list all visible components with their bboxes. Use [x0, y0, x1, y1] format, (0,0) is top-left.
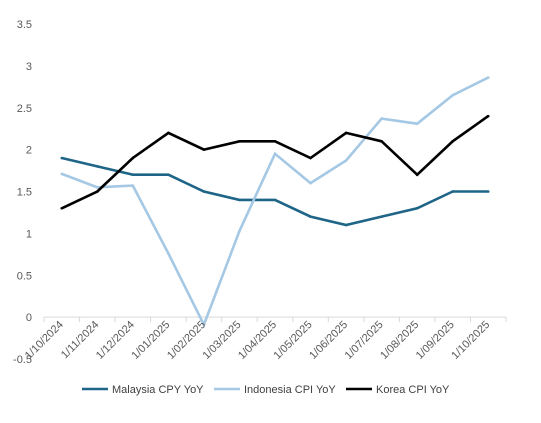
x-tick-label: 1/10/2025: [449, 319, 492, 362]
data-point: [60, 206, 64, 210]
data-point: [238, 139, 241, 143]
series-1: [60, 156, 490, 227]
series-line: [61, 115, 489, 210]
y-tick-label: 1: [26, 228, 32, 240]
data-point: [344, 223, 348, 227]
y-tick-label: 2: [26, 145, 32, 157]
y-axis: -0.5 0 0.5 1 1.5 2 2.5 3 3.5: [13, 19, 32, 366]
data-point: [486, 190, 490, 193]
data-point: [131, 156, 135, 160]
data-point: [344, 131, 348, 135]
data-point: [415, 122, 419, 125]
data-point: [309, 215, 312, 218]
data-point: [96, 190, 99, 193]
data-point: [486, 76, 490, 79]
y-tick-label: 1.5: [17, 187, 32, 199]
data-point: [273, 139, 277, 143]
data-point: [309, 181, 312, 185]
y-tick-label: 0: [26, 312, 32, 324]
y-tick-label: 2.5: [17, 103, 32, 115]
legend-item: Indonesia CPI YoY: [214, 384, 336, 396]
y-tick-label: 3: [26, 61, 32, 73]
data-point: [238, 229, 241, 233]
series-layer: [60, 76, 490, 328]
legend-item: Malaysia CPY YoY: [82, 384, 204, 396]
data-point: [60, 172, 64, 176]
data-point: [273, 198, 277, 202]
data-point: [451, 139, 454, 143]
data-point: [202, 323, 206, 326]
data-point: [309, 156, 312, 160]
y-tick-label: 0.5: [17, 270, 32, 282]
legend-label: Malaysia CPY YoY: [112, 384, 204, 396]
data-point: [131, 173, 135, 177]
data-point: [415, 173, 419, 177]
data-point: [96, 165, 99, 168]
series-2: [60, 76, 490, 328]
data-point: [202, 148, 206, 151]
y-tick-label: -0.5: [13, 354, 32, 366]
data-point: [273, 152, 277, 156]
legend: Malaysia CPY YoY Indonesia CPI YoY Korea C…: [82, 384, 450, 396]
legend-item: Korea CPI YoY: [346, 384, 450, 396]
y-tick-label: 3.5: [17, 19, 32, 31]
legend-label: Korea CPI YoY: [376, 384, 450, 396]
data-point: [60, 156, 64, 160]
x-axis: 1/10/20241/11/20241/12/20241/01/20251/02…: [23, 319, 493, 362]
x-axis-ticks: [43, 317, 507, 323]
data-point: [380, 215, 383, 218]
data-point: [380, 117, 383, 120]
data-point: [167, 131, 170, 135]
data-point: [131, 184, 135, 187]
data-point: [344, 159, 348, 162]
data-point: [380, 139, 383, 143]
data-point: [167, 173, 170, 177]
x-tick-label: 1/10/2024: [23, 319, 66, 362]
legend-label: Indonesia CPI YoY: [244, 384, 336, 396]
series-3: [60, 114, 490, 210]
data-point: [486, 114, 490, 118]
data-point: [96, 186, 99, 189]
data-point: [451, 190, 454, 193]
data-point: [451, 93, 454, 97]
data-point: [238, 198, 241, 202]
data-point: [167, 252, 170, 255]
data-point: [415, 206, 419, 210]
data-point: [202, 190, 206, 193]
